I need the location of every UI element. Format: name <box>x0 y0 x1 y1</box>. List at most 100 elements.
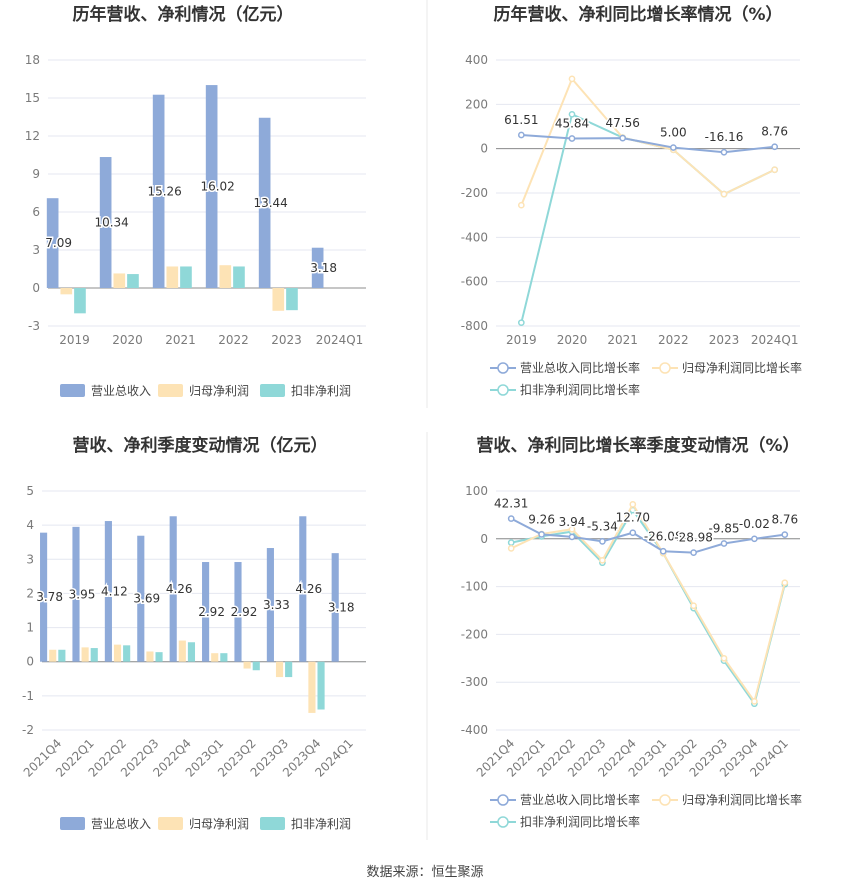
data-point <box>720 190 728 198</box>
data-label: 5.00 <box>660 126 687 140</box>
data-point <box>507 515 515 522</box>
data-point <box>659 547 667 555</box>
data-label: 2.92 <box>198 605 225 619</box>
x-tick-label: 2024Q1 <box>751 333 799 347</box>
legend-marker <box>497 362 509 374</box>
bar-revenue <box>266 548 274 662</box>
bar-deducted-profit <box>187 642 196 662</box>
bar-deducted-profit <box>286 288 298 311</box>
legend-marker <box>497 816 509 828</box>
bar-net-profit <box>211 653 219 662</box>
data-label: 3.18 <box>310 261 337 275</box>
data-label: 42.31 <box>494 497 528 511</box>
y-tick-label: 4 <box>26 518 34 532</box>
data-point <box>771 166 779 174</box>
data-point <box>568 110 576 118</box>
data-label: 7.09 <box>45 236 72 250</box>
y-tick-label: 2 <box>26 586 34 600</box>
bar-revenue <box>137 535 145 662</box>
annual-growth-rate-chart: 历年营收、净利同比增长率情况（%） -800 -600 -400 -200 0 200 400… <box>461 4 802 397</box>
bar-net-profit <box>308 661 316 713</box>
bar-net-profit <box>166 266 179 288</box>
data-point <box>690 549 697 557</box>
annual-revenue-profit-chart: 历年营收、净利情况（亿元） -3 0 3 6 9 12 15 18 2019 2020 2021 202… <box>25 4 366 398</box>
chart-title: 历年营收、净利同比增长率情况（%） <box>493 4 782 25</box>
x-tick-label: 2019 <box>59 333 90 347</box>
data-label: -9.85 <box>708 522 739 536</box>
legend-label: 营业总收入同比增长率 <box>520 792 640 807</box>
bar-deducted-profit <box>127 274 139 288</box>
x-tick-label: 2019 <box>506 333 537 347</box>
legend-swatch <box>158 817 183 830</box>
bar-net-profit <box>81 647 89 662</box>
data-point <box>690 602 697 610</box>
y-tick-label: 9 <box>32 167 40 181</box>
legend-swatch <box>260 817 285 830</box>
legend-swatch <box>158 384 183 397</box>
legend-swatch <box>60 817 85 830</box>
bar-deducted-profit <box>123 645 131 662</box>
bar-net-profit <box>146 651 154 662</box>
bar-deducted-profit <box>233 266 245 288</box>
series-line <box>521 134 775 154</box>
legend-label: 归母净利润 <box>189 817 249 831</box>
x-tick-label: 2021 <box>607 333 638 347</box>
data-point <box>568 75 576 83</box>
data-point <box>619 134 627 142</box>
data-label: 3.94 <box>559 515 586 529</box>
data-label: 45.84 <box>555 117 589 131</box>
bar-net-profit <box>243 661 251 669</box>
data-label: 16.02 <box>200 180 234 194</box>
data-point <box>568 135 576 142</box>
bar-deducted-profit <box>285 661 293 678</box>
data-point <box>751 697 758 705</box>
bar-net-profit <box>60 288 73 295</box>
bar-revenue <box>202 562 210 662</box>
data-label: 8.76 <box>771 513 798 527</box>
y-tick-label: 0 <box>480 532 488 546</box>
bar-deducted-profit <box>220 653 228 662</box>
chart-title: 营收、净利季度变动情况（亿元） <box>73 435 328 456</box>
data-point <box>568 525 576 533</box>
y-tick-label: 15 <box>25 91 40 105</box>
data-label: 3.33 <box>263 598 290 612</box>
y-tick-label: 6 <box>32 205 40 219</box>
legend-label: 扣非净利润同比增长率 <box>520 382 640 397</box>
bar-revenue <box>72 526 80 662</box>
legend-label: 营业总收入 <box>91 384 151 398</box>
x-tick-label: 2022 <box>658 333 689 347</box>
bar-revenue <box>299 516 307 662</box>
legend-label: 归母净利润同比增长率 <box>682 792 802 807</box>
y-tick-label: 200 <box>465 97 488 111</box>
data-label: 12.70 <box>616 511 650 525</box>
legend-label: 扣非净利润 <box>291 817 351 831</box>
y-tick-label: 0 <box>26 655 34 669</box>
y-tick-label: 12 <box>25 129 40 143</box>
y-tick-label: 18 <box>25 53 40 67</box>
legend-label: 归母净利润 <box>189 384 249 398</box>
data-label: -26.08 <box>644 529 683 543</box>
series-line <box>510 508 786 707</box>
x-tick-label: 2024Q1 <box>316 333 364 347</box>
bar-revenue <box>99 157 112 288</box>
data-point <box>517 319 525 327</box>
bar-revenue <box>205 85 218 288</box>
bar-deducted-profit <box>180 266 192 288</box>
x-tick-label: 2022 <box>218 333 249 347</box>
bar-net-profit <box>272 288 285 311</box>
data-point <box>517 201 525 209</box>
data-point <box>599 538 606 545</box>
legend-swatch <box>260 384 285 397</box>
bar-revenue <box>169 516 177 662</box>
data-label: -5.34 <box>587 519 618 533</box>
quarterly-growth-rate-chart: 营收、净利同比增长率季度变动情况（%）-400-300-200-10001002… <box>461 435 802 829</box>
x-tick-label: 2020 <box>557 333 588 347</box>
bar-net-profit <box>275 661 284 678</box>
y-tick-label: -400 <box>461 230 488 244</box>
y-tick-label: 100 <box>465 484 488 498</box>
x-tick-label: 2020 <box>112 333 143 347</box>
x-tick-label: 2023 <box>709 333 740 347</box>
legend-label: 归母净利润同比增长率 <box>682 360 802 375</box>
bar-net-profit <box>178 640 186 662</box>
